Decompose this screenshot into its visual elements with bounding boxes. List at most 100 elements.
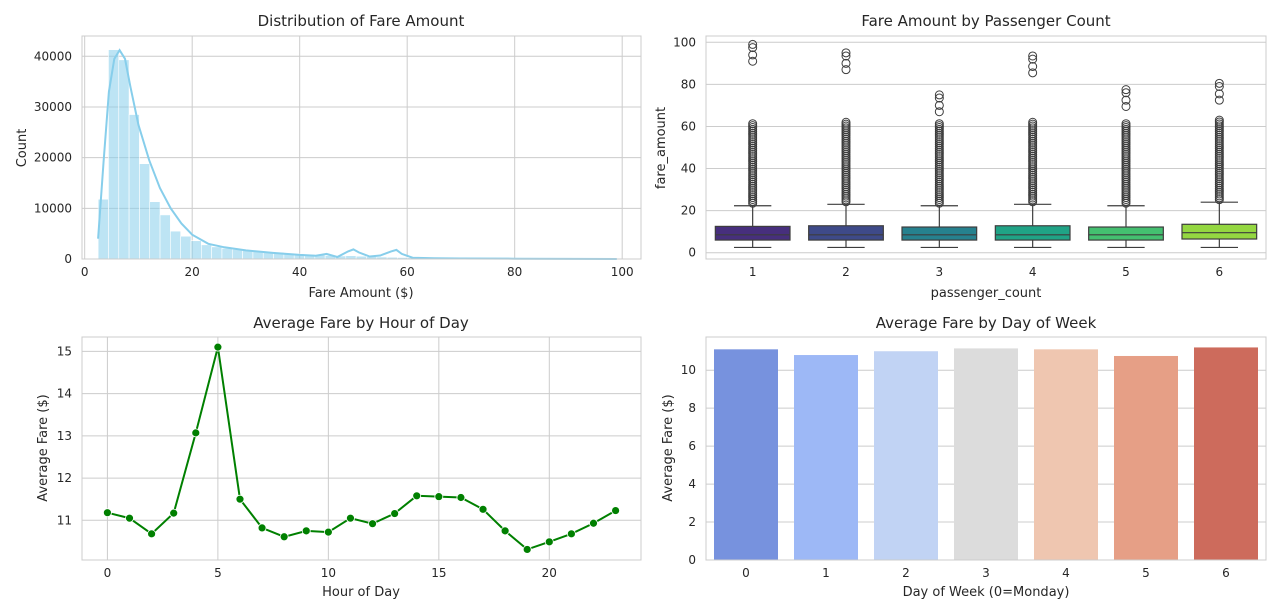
bar [954, 348, 1018, 560]
data-point [500, 526, 510, 536]
plot-frame [705, 336, 1267, 561]
outlier-point [1121, 95, 1131, 105]
x-tick-label: 20 [185, 265, 200, 279]
panel-fare-by-weekday: Average Fare by Day of Week 0 2 4 6 8 10 0 1 2 3 4… [661, 314, 1267, 600]
histogram-bar [139, 163, 151, 260]
y-tick-label: 4 [688, 477, 696, 491]
data-point [567, 529, 576, 539]
data-point [522, 545, 532, 554]
y-axis-label: fare_amount [654, 107, 669, 189]
y-tick-label: 6 [688, 439, 696, 453]
panel-fare-by-hour: Average Fare by Hour of Day 0 5 10 15 20 11 12… [36, 314, 642, 600]
histogram-bar [149, 201, 161, 260]
y-axis-label: Count [15, 129, 30, 168]
outlier-point [748, 39, 758, 49]
y-tick-label: 13 [57, 429, 72, 443]
y-tick-label: 14 [57, 387, 72, 401]
box-group [994, 51, 1071, 249]
outlier-point [748, 50, 758, 60]
data-point [279, 532, 289, 542]
x-tick-label: 20 [542, 566, 557, 580]
box [901, 226, 978, 241]
outlier-point [841, 117, 851, 127]
y-tick-label: 15 [57, 344, 72, 358]
y-tick-label: 40 [681, 162, 696, 176]
series-line [107, 346, 617, 551]
x-tick-label: 80 [507, 265, 522, 279]
outlier-point [1214, 78, 1224, 88]
bar [1194, 347, 1258, 560]
outlier-point [1214, 115, 1224, 125]
bar [874, 351, 938, 560]
data-point [301, 526, 311, 536]
outlier-point [841, 51, 851, 61]
outlier-point [1121, 101, 1131, 111]
data-point [169, 508, 179, 518]
x-axis-label: passenger_count [931, 286, 1042, 301]
panel-fare-distribution: Distribution of Fare Amount 0 20 40 60 80 100… [15, 12, 642, 301]
y-tick-label: 10 [681, 363, 696, 377]
bar [1114, 355, 1178, 560]
outlier-point [748, 56, 758, 66]
outlier-point [934, 107, 944, 117]
data-point [368, 519, 377, 529]
chart-title: Average Fare by Hour of Day [253, 314, 469, 332]
x-tick-label: 5 [1142, 566, 1150, 580]
outlier-point [1028, 62, 1038, 72]
x-tick-label: 15 [431, 566, 446, 580]
data-point [456, 493, 466, 502]
kde-curve [97, 48, 617, 260]
outlier-point [1121, 119, 1131, 129]
histogram-bar [159, 214, 171, 260]
y-tick-label: 40000 [34, 49, 72, 63]
outlier-point [934, 100, 944, 110]
box-group [714, 39, 791, 249]
y-tick-label: 10000 [34, 201, 72, 215]
plot-frame [81, 336, 642, 561]
outlier-point [841, 58, 851, 68]
data-point [544, 537, 554, 547]
outlier-point [841, 48, 851, 58]
plot-frame [705, 35, 1267, 260]
y-tick-label: 30000 [34, 100, 72, 114]
x-tick-label: 6 [1216, 265, 1224, 279]
x-tick-label: 4 [1062, 566, 1070, 580]
x-tick-label: 3 [936, 265, 944, 279]
box [994, 225, 1071, 241]
x-tick-label: 5 [214, 566, 222, 580]
data-point [191, 428, 201, 438]
outlier-point [748, 43, 758, 53]
y-tick-label: 11 [57, 513, 72, 527]
box-group [1181, 78, 1258, 249]
histogram-bar [221, 248, 233, 260]
y-tick-label: 0 [688, 246, 696, 260]
box [1181, 223, 1258, 240]
bar [794, 355, 858, 560]
outlier-point [748, 119, 758, 129]
box-group [901, 90, 978, 249]
histogram-bar [128, 114, 140, 260]
data-point [213, 342, 223, 352]
data-point [103, 508, 112, 518]
y-tick-label: 2 [688, 515, 696, 529]
histogram-bar [231, 249, 243, 260]
y-axis-label: Average Fare ($) [661, 394, 676, 501]
histogram-bar [201, 244, 212, 260]
outlier-point [841, 65, 851, 75]
x-tick-label: 4 [1029, 265, 1037, 279]
data-point [235, 494, 245, 504]
x-tick-label: 0 [104, 566, 112, 580]
box-group [808, 48, 884, 249]
bar [1034, 349, 1098, 560]
box [714, 225, 791, 241]
x-tick-label: 40 [292, 265, 307, 279]
x-tick-label: 100 [611, 265, 634, 279]
y-tick-label: 0 [688, 553, 696, 567]
histogram-bar [211, 246, 223, 260]
data-point [147, 529, 156, 539]
x-tick-label: 1 [749, 265, 757, 279]
data-point [125, 513, 134, 523]
data-point [323, 527, 333, 537]
outlier-point [1028, 68, 1038, 78]
